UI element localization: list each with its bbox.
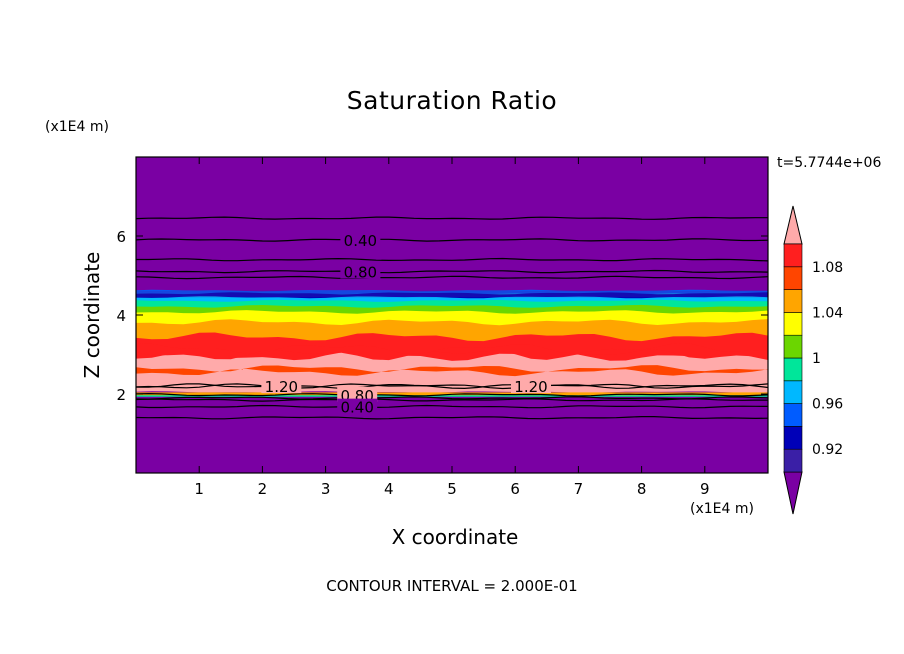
- x-tick-label: 2: [258, 480, 268, 498]
- colorbar-swatch: [783, 334, 803, 359]
- x-tick-label: 6: [510, 480, 520, 498]
- colorbar-swatch: [783, 266, 803, 290]
- contour-line: [136, 257, 769, 262]
- x-tick-label: 4: [384, 480, 394, 498]
- contour-line: [135, 383, 769, 390]
- colorbar-label: 0.96: [812, 397, 843, 413]
- band-indigo: [136, 290, 768, 298]
- x-tick-label: 5: [447, 480, 457, 498]
- colorbar-swatch: [783, 380, 803, 404]
- colorbar-swatch: [783, 448, 803, 473]
- contour-label-bg: [337, 386, 378, 402]
- contour-label-bg: [340, 263, 381, 279]
- band-navy: [136, 292, 768, 299]
- x-tick-label: 9: [700, 480, 710, 498]
- colorbar-swatch: [783, 312, 803, 336]
- contour-line: [135, 404, 769, 409]
- contour-interval-note: CONTOUR INTERVAL = 2.000E-01: [326, 577, 578, 595]
- y-tick-label: 6: [116, 228, 126, 246]
- contour-line: [135, 275, 769, 280]
- colorbar-label: 0.92: [812, 442, 843, 458]
- colorbar-swatch: [783, 243, 803, 268]
- streak-red: [136, 343, 768, 361]
- chart-title: Saturation Ratio: [346, 86, 558, 115]
- contour-label-bg: [511, 378, 551, 394]
- contour-line: [135, 396, 769, 400]
- contour-line: [135, 398, 768, 402]
- colorbar-label: 1.04: [812, 305, 843, 321]
- colorbar-swatch: [783, 426, 803, 450]
- contour-label: 1.20: [265, 378, 298, 396]
- contour-label-bg: [340, 231, 381, 247]
- colorbar-swatch: [783, 289, 803, 313]
- y-tick-label: 4: [116, 307, 126, 325]
- time-label: t=5.7744e+06: [777, 155, 882, 171]
- contour-line: [135, 216, 768, 220]
- contour-line: [135, 383, 769, 390]
- contour-line: [135, 269, 769, 274]
- x-axis-unit: (x1E4 m): [690, 501, 754, 517]
- contour-label: 1.20: [514, 378, 547, 396]
- streak-orange: [136, 365, 768, 377]
- colorbar-label: 1: [812, 351, 821, 367]
- contour-line: [135, 392, 769, 397]
- contour-label: 0.40: [344, 232, 377, 250]
- x-tick-label: 8: [637, 480, 647, 498]
- contour-label-bg: [261, 378, 302, 394]
- contour-label: 0.80: [344, 264, 377, 282]
- x-axis-label: X coordinate: [391, 525, 519, 549]
- y-tick-label: 2: [116, 386, 126, 404]
- thin-green: [136, 395, 768, 397]
- contour-label: 0.40: [340, 399, 373, 417]
- contour-line: [135, 238, 769, 242]
- x-tick-label: 3: [321, 480, 331, 498]
- colorbar-top-arrow: [783, 205, 803, 245]
- contour-label-bg: [337, 398, 378, 414]
- contour-line: [135, 416, 769, 420]
- colorbar-swatch: [783, 403, 803, 427]
- colorbar-swatch: [783, 357, 803, 382]
- x-tick-label: 1: [194, 480, 204, 498]
- colorbar-bottom-arrow: [783, 471, 803, 515]
- x-tick-label: 7: [574, 480, 584, 498]
- y-axis-unit: (x1E4 m): [45, 119, 109, 135]
- colorbar-label: 1.08: [812, 260, 843, 276]
